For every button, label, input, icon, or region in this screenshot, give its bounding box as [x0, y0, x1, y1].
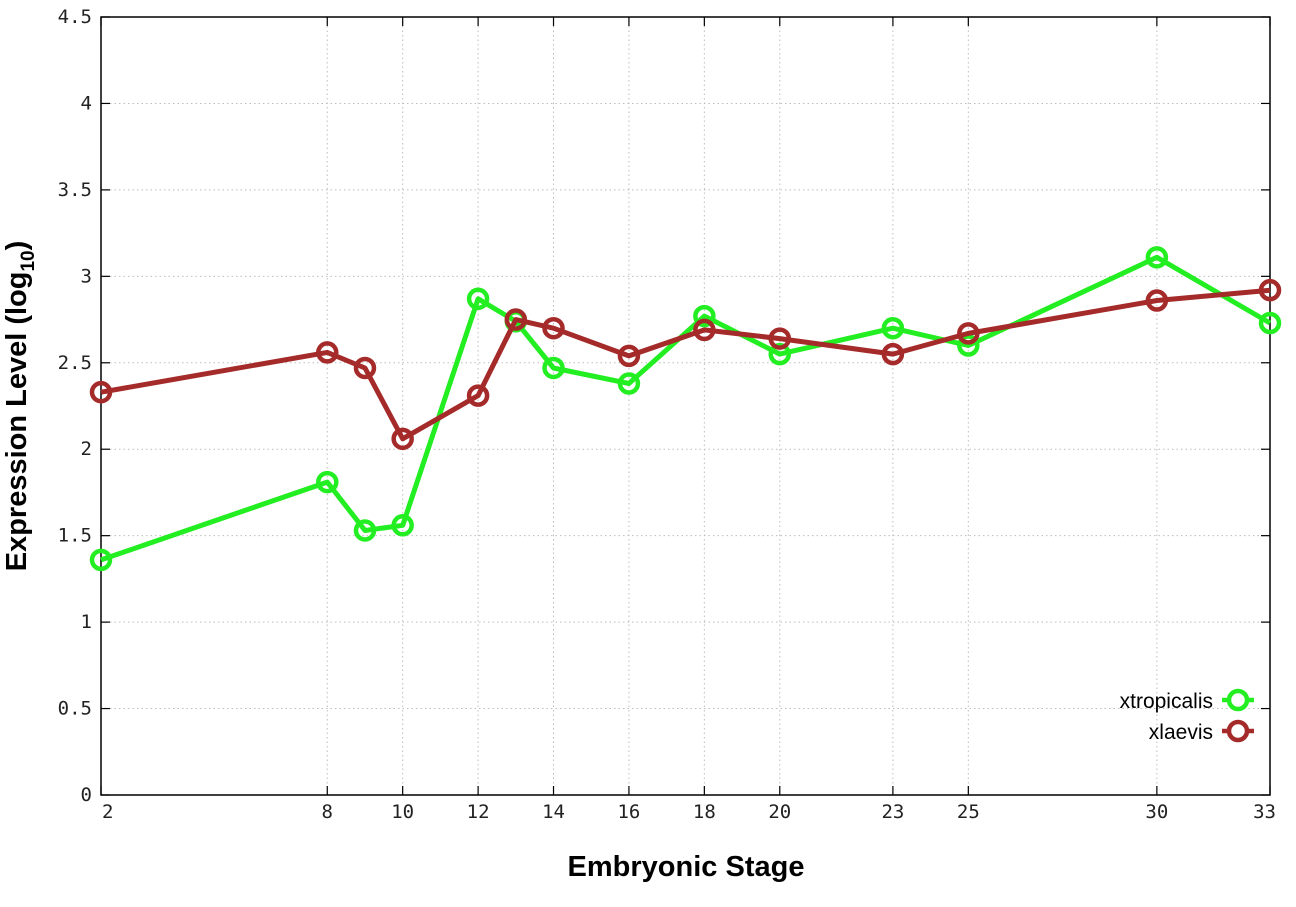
- x-tick-label: 2: [102, 801, 113, 823]
- x-tick-label: 14: [542, 801, 565, 823]
- data-point-xlaevis: [316, 341, 339, 364]
- data-point-xtropicalis: [353, 519, 377, 542]
- y-tick-label: 2: [81, 438, 92, 460]
- x-axis-tick-labels: 2 8 10 12 14 16 18 20 23 25 30 33: [102, 801, 1276, 823]
- series-line-xtropicalis: [100, 254, 1272, 563]
- data-point-xtropicalis: [542, 356, 565, 380]
- series-xtropicalis: [89, 246, 1282, 572]
- grid-lines: [101, 17, 1270, 795]
- series-line-xlaevis: [100, 287, 1271, 442]
- y-tick-label: 4.5: [58, 6, 92, 28]
- y-tick-label: 1: [81, 611, 92, 633]
- series-xlaevis: [89, 278, 1282, 451]
- data-point-xlaevis: [353, 356, 377, 380]
- data-point-xtropicalis: [89, 548, 113, 572]
- data-point-xlaevis: [617, 344, 641, 368]
- y-tick-label: 2.5: [58, 352, 92, 374]
- axis-ticks: [100, 16, 1271, 796]
- legend-item-xlaevis: xlaevis: [1149, 719, 1254, 744]
- y-tick-label: 3.5: [58, 179, 92, 201]
- y-axis-title-subscript: 10: [18, 250, 39, 271]
- data-point-xtropicalis: [391, 514, 414, 537]
- x-tick-label: 25: [957, 801, 980, 823]
- data-point-xlaevis: [881, 342, 905, 366]
- x-tick-label: 30: [1145, 801, 1168, 823]
- data-point-xlaevis: [542, 316, 565, 340]
- data-point-xlaevis: [768, 327, 792, 350]
- legend-marker-xlaevis: [1226, 719, 1250, 743]
- data-point-xtropicalis: [466, 287, 490, 311]
- legend-marker-xtropicalis: [1226, 688, 1250, 712]
- data-point-xtropicalis: [693, 304, 716, 328]
- y-axis-title-main: Expression Level (log: [1, 272, 33, 572]
- legend-item-xtropicalis: xtropicalis: [1120, 688, 1254, 713]
- x-tick-label: 12: [467, 801, 490, 823]
- legend: xtropicalis xlaevis: [1120, 688, 1254, 744]
- x-axis-title: Embryonic Stage: [568, 851, 805, 883]
- y-tick-label: 3: [81, 265, 92, 287]
- x-tick-label: 8: [322, 801, 333, 823]
- data-point-xtropicalis: [881, 316, 905, 340]
- x-tick-label: 18: [693, 801, 716, 823]
- x-tick-label: 23: [881, 801, 904, 823]
- data-point-xtropicalis: [617, 372, 641, 395]
- y-tick-label: 1.5: [58, 525, 92, 547]
- data-point-xlaevis: [693, 318, 716, 342]
- data-point-xlaevis: [957, 322, 980, 345]
- y-axis-tick-labels: 0 0.5 1 1.5 2 2.5 3 3.5 4 4.5: [58, 6, 92, 806]
- legend-label-xtropicalis: xtropicalis: [1120, 690, 1213, 713]
- x-tick-label: 20: [768, 801, 791, 823]
- y-axis-title-close: ): [1, 241, 33, 251]
- y-tick-label: 0: [81, 784, 92, 806]
- data-point-xlaevis: [504, 308, 528, 331]
- data-point-xlaevis: [391, 427, 414, 451]
- x-tick-label: 16: [617, 801, 640, 823]
- data-point-xtropicalis: [1258, 311, 1282, 335]
- y-tick-label: 4: [81, 92, 92, 114]
- data-point-xlaevis: [1145, 289, 1169, 312]
- data-point-xtropicalis: [1145, 246, 1169, 269]
- x-tick-label: 33: [1253, 801, 1276, 823]
- data-point-xtropicalis: [957, 334, 980, 357]
- plot-area-frame: [100, 16, 1271, 796]
- y-axis-title: Expression Level (log10): [1, 241, 39, 572]
- series-layer: [89, 246, 1282, 572]
- data-point-xlaevis: [1258, 278, 1282, 302]
- x-tick-label: 10: [391, 801, 414, 823]
- data-point-xlaevis: [89, 380, 113, 404]
- y-tick-label: 0.5: [58, 698, 92, 720]
- legend-label-xlaevis: xlaevis: [1149, 721, 1213, 744]
- data-point-xtropicalis: [768, 342, 792, 366]
- data-point-xlaevis: [466, 384, 490, 407]
- data-point-xtropicalis: [316, 470, 339, 494]
